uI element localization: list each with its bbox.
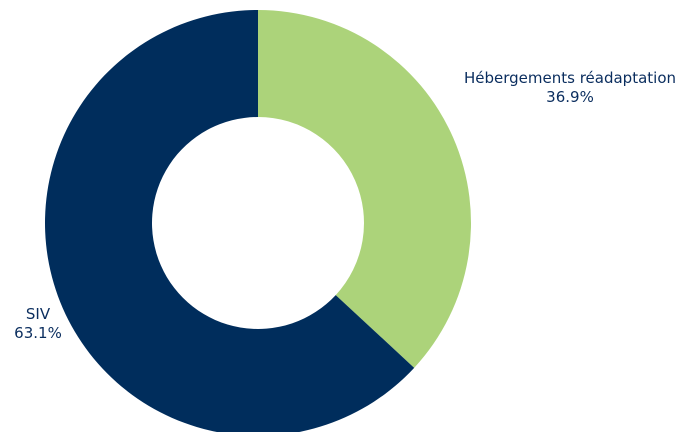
slice-label-hebergements-name: Hébergements réadaptation: [463, 69, 677, 87]
donut-slices: [45, 10, 472, 432]
slice-label-hebergements: Hébergements réadaptation 36.9%: [450, 69, 690, 107]
slice-label-siv: SIV 63.1%: [0, 305, 76, 343]
slice-label-siv-name: SIV: [25, 305, 51, 323]
slice-label-siv-percent: 63.1%: [14, 324, 62, 342]
slice-label-hebergements-percent: 36.9%: [546, 88, 594, 106]
donut-slice-1: [45, 10, 415, 432]
donut-slice-0: [258, 10, 472, 368]
